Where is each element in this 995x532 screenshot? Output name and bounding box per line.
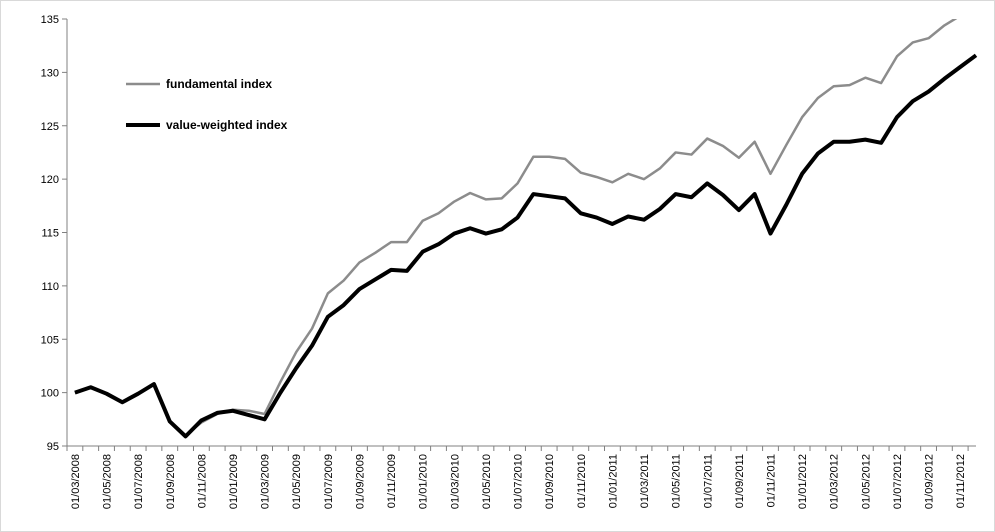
x-tick-label: 01/11/2011: [765, 454, 777, 507]
series-line-value-weighted: [74, 53, 978, 439]
y-tick-label: 130: [41, 67, 59, 79]
x-tick-label: 01/09/2012: [924, 454, 936, 509]
y-tick-label: 115: [41, 228, 59, 240]
x-tick-label: 01/11/2009: [386, 454, 398, 508]
legend: fundamental index value-weighted index: [126, 77, 288, 132]
x-tick-label: 01/07/2008: [133, 454, 145, 509]
x-tick-label: 01/07/2011: [702, 454, 714, 508]
y-tick-label: 120: [41, 174, 59, 186]
x-tick-label: 01/03/2011: [639, 454, 651, 508]
x-tick-label: 01/11/2012: [955, 454, 967, 508]
x-tick-label: 01/05/2009: [291, 454, 303, 509]
x-tick-label: 01/03/2008: [70, 454, 82, 509]
x-tick-label: 01/09/2009: [354, 454, 366, 509]
series-lines: [74, 19, 978, 439]
x-tick-label: 01/09/2008: [165, 454, 177, 509]
x-tick-label: 01/03/2010: [449, 454, 461, 509]
x-tick-label: 01/01/2011: [607, 454, 619, 508]
x-tick-label: 01/01/2009: [228, 454, 240, 509]
x-tick-label: 01/09/2010: [544, 454, 556, 509]
x-tick-label: 01/07/2012: [892, 454, 904, 509]
x-tick-label: 01/05/2012: [860, 454, 872, 509]
legend-item-fundamental: fundamental index: [126, 77, 272, 91]
x-tick-label: 01/01/2010: [418, 454, 430, 509]
x-tick-label: 01/07/2009: [323, 454, 335, 509]
x-tick-label: 01/05/2008: [102, 454, 114, 509]
y-tick-label: 100: [41, 388, 59, 400]
y-axis-ticks: 95 100 105 110 115 120 125 130 135: [41, 14, 67, 453]
legend-label-value-weighted: value-weighted index: [166, 118, 288, 132]
x-tick-label: 01/05/2011: [671, 454, 683, 508]
x-tick-label: 01/05/2010: [481, 454, 493, 509]
x-axis-ticks: 01/03/2008 01/05/2008 01/07/2008 01/09/2008…: [66, 446, 969, 509]
x-tick-label: 01/09/2011: [734, 454, 746, 508]
x-tick-label: 01/07/2010: [513, 454, 525, 509]
x-tick-label: 01/03/2009: [260, 454, 272, 509]
legend-item-value-weighted: value-weighted index: [126, 118, 288, 132]
y-tick-label: 110: [41, 281, 59, 293]
x-tick-label: 01/11/2010: [576, 454, 588, 508]
y-tick-label: 95: [47, 441, 59, 453]
x-tick-label: 01/11/2008: [196, 454, 208, 508]
y-tick-label: 105: [41, 334, 59, 346]
y-tick-label: 125: [41, 121, 59, 133]
y-tick-label: 135: [41, 14, 59, 26]
legend-label-fundamental: fundamental index: [166, 77, 272, 91]
x-tick-label: 01/03/2012: [829, 454, 841, 509]
x-tick-label: 01/01/2012: [797, 454, 809, 509]
